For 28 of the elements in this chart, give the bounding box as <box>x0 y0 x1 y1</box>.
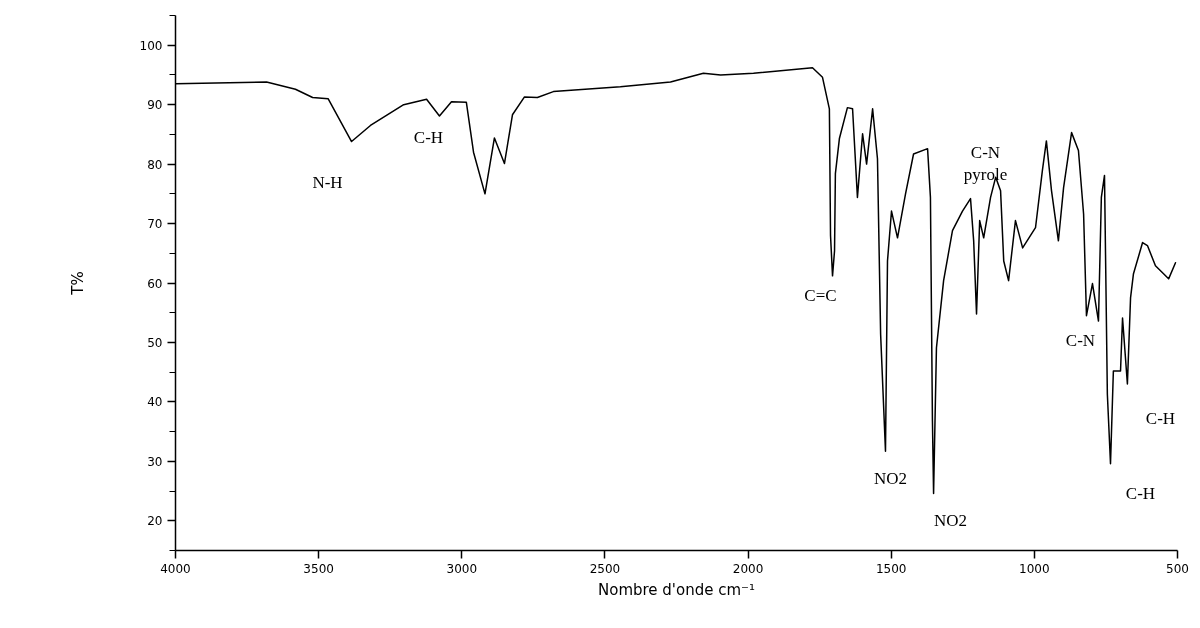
y-tick-label: 70 <box>147 217 163 232</box>
annotation: N-H <box>312 173 343 192</box>
x-tick-label: 500 <box>1166 561 1189 576</box>
y-tick-label: 50 <box>147 335 163 350</box>
y-tick-label: 60 <box>147 276 163 291</box>
annotation: C-H <box>1145 409 1176 428</box>
y-tick-label: 100 <box>139 38 163 53</box>
annotation: C-N pyrole <box>963 142 1008 185</box>
y-tick-label: 20 <box>147 514 163 529</box>
x-tick-label: 3500 <box>303 561 334 576</box>
x-tick-label: 2500 <box>589 561 621 576</box>
y-tick-label: 40 <box>147 395 163 410</box>
y-tick-label: 30 <box>147 454 163 469</box>
x-tick-label: 2000 <box>732 561 764 576</box>
x-tick-label: 1500 <box>875 561 907 576</box>
annotation: C-H <box>1125 484 1156 503</box>
annotation: C-H <box>413 128 444 147</box>
x-axis-title: Nombre d'onde cm⁻¹ <box>598 580 756 599</box>
annotation: C=C <box>804 286 837 305</box>
annotation: NO2 <box>873 469 908 488</box>
annotation: C-N <box>1065 331 1096 350</box>
x-tick-label: 4000 <box>160 561 191 576</box>
y-tick-label: 90 <box>147 98 163 113</box>
annotation: NO2 <box>933 511 968 530</box>
x-tick-label: 1000 <box>1019 561 1050 576</box>
y-axis-title: T% <box>68 271 87 296</box>
y-tick-label: 80 <box>147 157 163 172</box>
x-tick-label: 3000 <box>446 561 478 576</box>
